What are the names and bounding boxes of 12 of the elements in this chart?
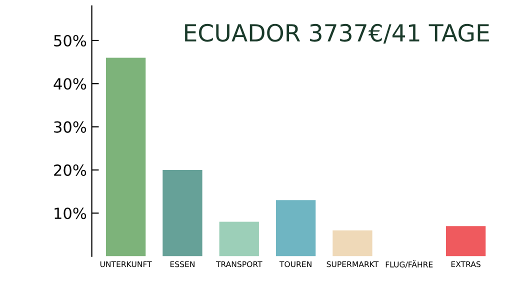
bar [332, 230, 372, 256]
text: ECUADOR 3737€/41 TAGE [185, 24, 489, 44]
y-tick-label: 30% [54, 121, 86, 133]
bar [276, 200, 316, 256]
y-tick-label: 50% [54, 34, 86, 47]
y-tick-label: 40% [54, 78, 86, 90]
bar [446, 226, 486, 256]
bar [106, 58, 146, 256]
bar [219, 222, 259, 256]
y-tick-label: 10% [54, 208, 86, 220]
bar [162, 170, 202, 256]
y-tick-label: 20% [54, 164, 86, 176]
